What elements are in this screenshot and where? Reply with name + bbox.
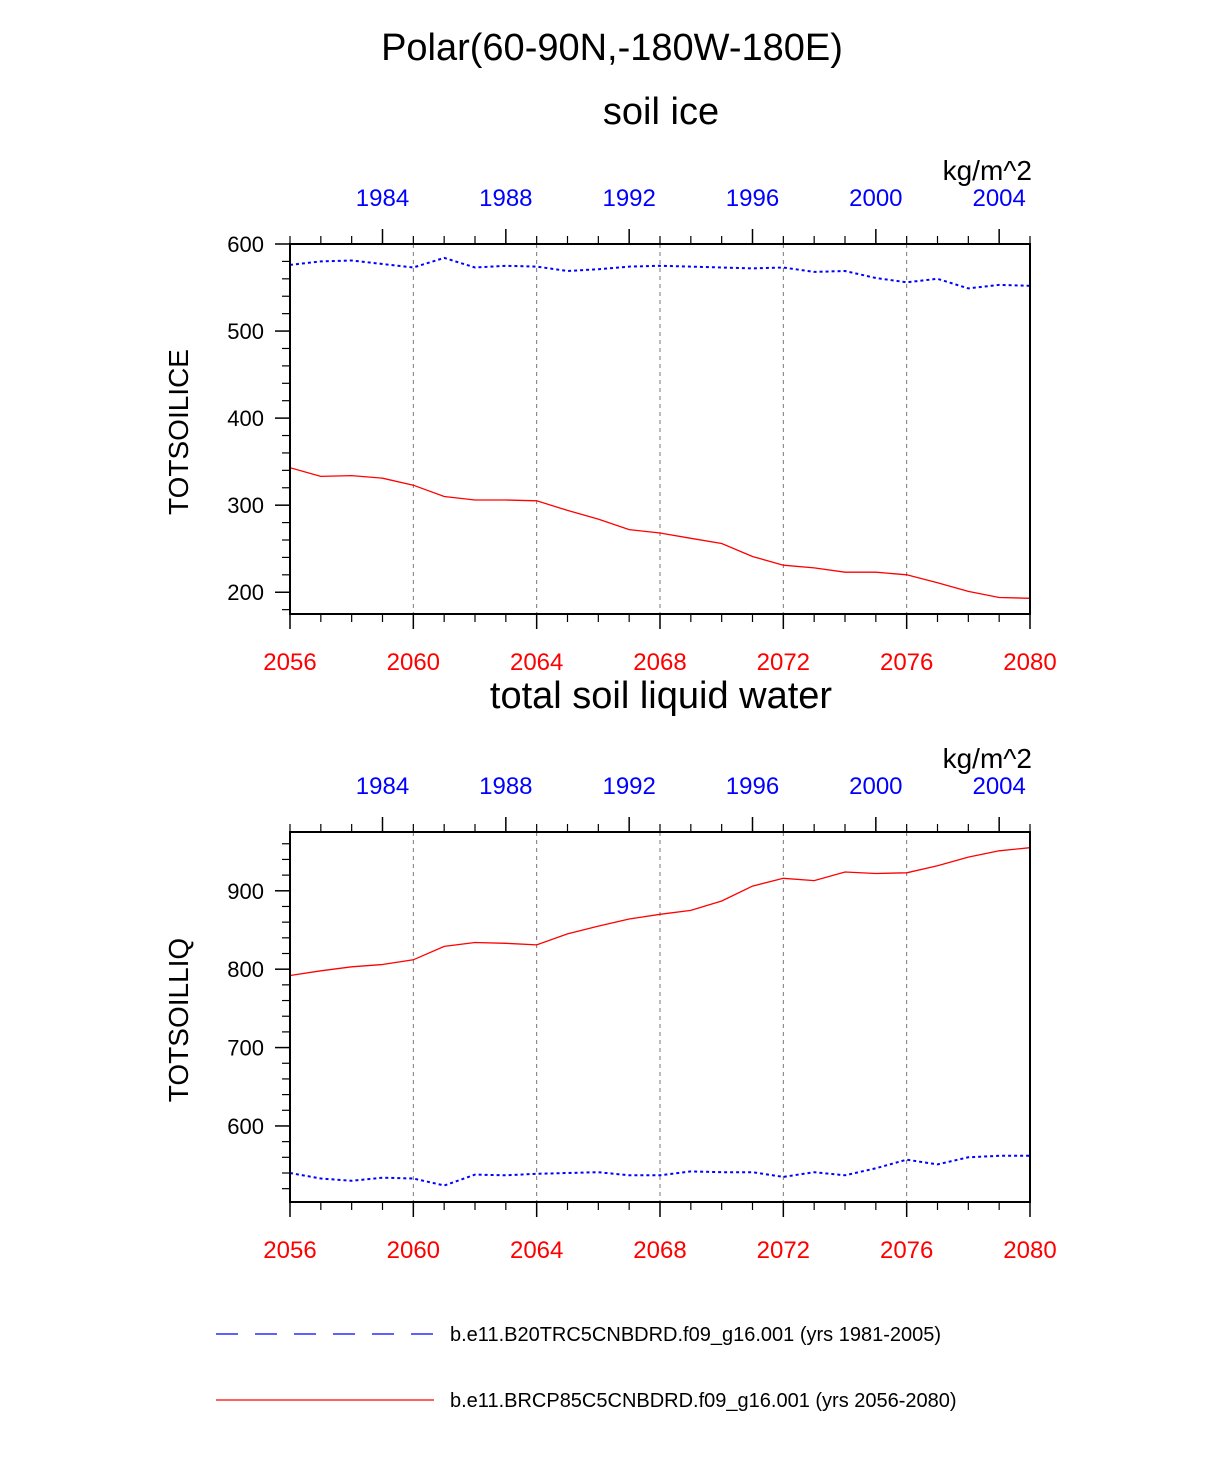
top-x-tick-label: 1984 (356, 773, 409, 800)
x-tick-label: 2064 (510, 649, 563, 676)
units-label: kg/m^2 (943, 155, 1032, 186)
series-line-2 (290, 467, 1030, 599)
x-tick-label: 2064 (510, 1237, 563, 1264)
top-x-tick-label: 2000 (849, 773, 902, 800)
series-line-2 (290, 847, 1030, 977)
legend-label-1: b.e11.B20TRC5CNBDRD.f09_g16.001 (yrs 198… (450, 1324, 941, 1346)
top-x-tick-label: 1992 (602, 773, 655, 800)
x-tick-label: 2060 (387, 1237, 440, 1264)
panel-title: soil ice (603, 91, 719, 133)
y-axis-label: TOTSOILLIQ (163, 938, 194, 1102)
x-tick-label: 2060 (387, 649, 440, 676)
chart-panels: soil ice kg/m^2 TOTSOILICE 200 300 400 500 600 2… (163, 91, 1057, 1264)
top-x-tick-label: 2004 (972, 185, 1025, 212)
top-x-tick-label: 1992 (602, 185, 655, 212)
x-tick-label: 2068 (633, 1237, 686, 1264)
x-tick-label: 2080 (1003, 649, 1056, 676)
y-tick-label: 500 (227, 319, 264, 344)
panel-title: total soil liquid water (490, 675, 833, 717)
y-tick-label: 800 (227, 957, 264, 982)
x-tick-label: 2076 (880, 1237, 933, 1264)
plot-frame (289, 831, 1031, 1203)
y-tick-label: 900 (227, 879, 264, 904)
x-tick-label: 2056 (263, 649, 316, 676)
top-x-tick-label: 1988 (479, 185, 532, 212)
y-axis-label: TOTSOILICE (163, 349, 194, 515)
legend: b.e11.B20TRC5CNBDRD.f09_g16.001 (yrs 198… (216, 1324, 957, 1412)
y-tick-label: 700 (227, 1036, 264, 1061)
top-x-tick-label: 1996 (726, 185, 779, 212)
y-tick-label: 300 (227, 493, 264, 518)
plot-frame (289, 243, 1031, 615)
figure-title: Polar(60-90N,-180W-180E) (381, 27, 843, 69)
x-tick-label: 2072 (757, 649, 810, 676)
y-tick-label: 600 (227, 1114, 264, 1139)
y-tick-label: 400 (227, 406, 264, 431)
units-label: kg/m^2 (943, 743, 1032, 774)
chart-panel-2: total soil liquid water kg/m^2 TOTSOILLIQ 6… (163, 675, 1057, 1264)
legend-label-2: b.e11.BRCP85C5CNBDRD.f09_g16.001 (yrs 20… (450, 1390, 957, 1412)
top-x-tick-label: 1996 (726, 773, 779, 800)
x-tick-label: 2068 (633, 649, 686, 676)
top-x-tick-label: 2004 (972, 773, 1025, 800)
x-tick-label: 2056 (263, 1237, 316, 1264)
y-tick-label: 600 (227, 232, 264, 257)
series-line-1 (290, 256, 1030, 290)
x-tick-label: 2072 (757, 1237, 810, 1264)
top-x-tick-label: 1984 (356, 185, 409, 212)
top-x-tick-label: 1988 (479, 773, 532, 800)
x-tick-label: 2076 (880, 649, 933, 676)
y-tick-label: 200 (227, 580, 264, 605)
x-tick-label: 2080 (1003, 1237, 1056, 1264)
chart-panel-1: soil ice kg/m^2 TOTSOILICE 200 300 400 500 600 2… (163, 91, 1057, 676)
series-line-1 (290, 1154, 1030, 1187)
top-x-tick-label: 2000 (849, 185, 902, 212)
